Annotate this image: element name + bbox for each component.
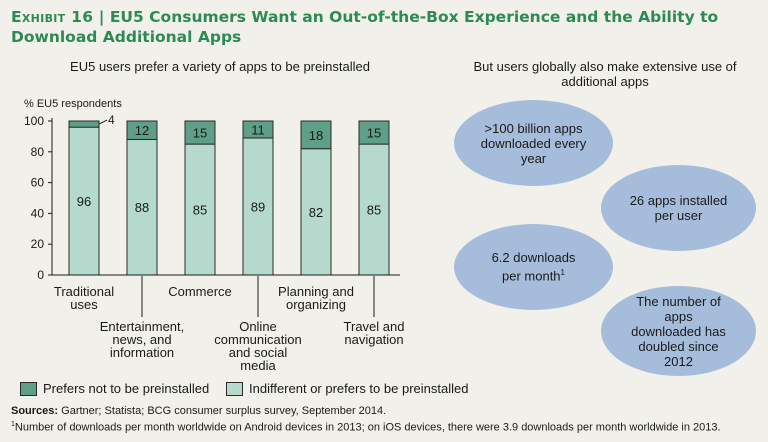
data-label-indifferent: 82	[309, 205, 323, 220]
bubble-downloads-text: 6.2 downloads per month	[491, 250, 576, 284]
legend-item-prefers-not: Prefers not to be preinstalled	[20, 381, 209, 396]
category-label: Traditional	[54, 284, 114, 299]
bubble-doubled-text: The number of apps downloaded has double…	[631, 293, 726, 369]
bubble-apps-installed-text: 26 apps installed per user	[629, 193, 728, 223]
data-label-prefers-not: 4	[108, 113, 115, 127]
category-label: uses	[70, 297, 98, 312]
bar-segment-indifferent	[300, 148, 332, 276]
data-label-indifferent: 85	[193, 203, 207, 218]
data-label-prefers-not: 18	[309, 128, 323, 143]
y-tick-label: 40	[31, 206, 45, 220]
bubble-billion-apps-text: >100 billion apps downloaded every year	[480, 120, 587, 166]
legend-swatch-dark	[20, 381, 37, 396]
category-label: and social	[229, 345, 288, 360]
data-label-prefers-not: 15	[367, 126, 381, 141]
y-axis-label: % EU5 respondents	[24, 98, 122, 110]
data-label-indifferent: 85	[367, 203, 381, 218]
bubbles-subtitle: But users globally also make extensive u…	[473, 59, 737, 89]
category-label: organizing	[286, 297, 346, 312]
sources-text: Gartner; Statista; BCG consumer surplus …	[61, 405, 387, 417]
category-label: Commerce	[168, 284, 232, 299]
bar-segment-prefers-not	[126, 120, 158, 140]
category-label: news, and	[112, 332, 171, 347]
data-label-leader	[98, 119, 108, 125]
title-separator: |	[98, 8, 105, 26]
legend-label-prefers-not: Prefers not to be preinstalled	[43, 381, 210, 396]
bar-segment-indifferent	[126, 138, 158, 276]
legend-item-indifferent: Indifferent or prefers to be preinstalle…	[226, 381, 468, 396]
chart-subtitle: EU5 users prefer a variety of apps to be…	[70, 59, 370, 74]
bubble-doubled: The number of apps downloaded has double…	[601, 286, 756, 376]
footnote-text: Number of downloads per month worldwide …	[14, 421, 721, 434]
bar-segment-prefers-not	[358, 120, 390, 145]
y-tick-label: 0	[37, 268, 44, 282]
exhibit-number: Exhibit 16	[11, 8, 94, 26]
category-label: navigation	[344, 332, 403, 347]
category-label: Online	[239, 319, 277, 334]
bar-segment-indifferent	[358, 143, 390, 276]
category-label: communication	[214, 332, 301, 347]
data-label-prefers-not: 15	[193, 126, 207, 141]
data-label-indifferent: 88	[135, 200, 149, 215]
y-tick-label: 100	[24, 114, 44, 128]
data-label-indifferent: 96	[77, 194, 91, 209]
bar-segment-prefers-not	[68, 120, 100, 128]
y-tick-label: 60	[31, 176, 45, 190]
bubble-billion-apps: >100 billion apps downloaded every year	[454, 100, 613, 186]
category-label: Entertainment,	[100, 319, 185, 334]
sources-note: Sources: Gartner; Statista; BCG consumer…	[11, 404, 761, 435]
bar-segment-prefers-not	[242, 120, 274, 139]
title-text: EU5 Consumers Want an Out-of-the-Box Exp…	[11, 8, 719, 46]
category-label: Planning and	[278, 284, 354, 299]
y-tick-label: 80	[31, 145, 45, 159]
bubble-downloads-per-month: 6.2 downloads per month1	[454, 224, 613, 310]
category-label: media	[240, 358, 276, 373]
bubble-apps-installed: 26 apps installed per user	[601, 165, 756, 251]
y-tick-label: 20	[31, 237, 45, 251]
category-label: information	[110, 345, 174, 360]
data-label-prefers-not: 12	[135, 123, 149, 138]
bar-segment-prefers-not	[300, 120, 332, 150]
data-label-prefers-not: 11	[251, 122, 265, 137]
legend-label-indifferent: Indifferent or prefers to be preinstalle…	[249, 381, 469, 396]
category-label: Travel and	[344, 319, 405, 334]
legend-swatch-light	[226, 381, 243, 396]
footnote-number: 1	[11, 421, 15, 428]
bar-segment-prefers-not	[184, 120, 216, 145]
footnote-marker: 1	[560, 268, 565, 278]
bar-segment-indifferent	[242, 137, 274, 276]
data-label-indifferent: 89	[251, 199, 265, 214]
sources-label: Sources:	[11, 405, 59, 417]
exhibit-title: Exhibit 16 | EU5 Consumers Want an Out-o…	[11, 7, 761, 47]
